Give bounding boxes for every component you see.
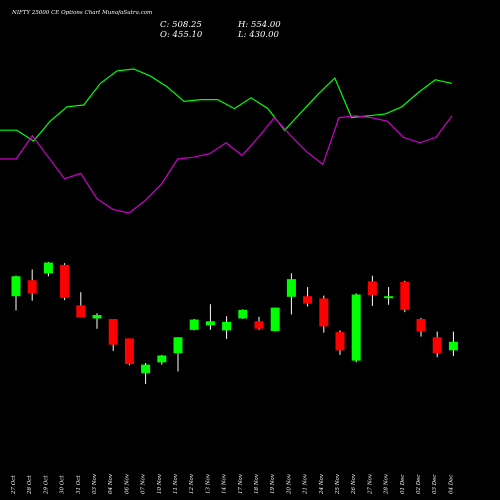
candle-body [173, 337, 183, 354]
chart-title: NIFTY 25000 CE Options Chart MunafaSutra… [11, 10, 152, 16]
x-tick-label: 03 Nov [92, 473, 98, 494]
candle [189, 319, 199, 331]
x-tick-label: 21 Nov [303, 473, 309, 495]
x-tick-label: 06 Nov [124, 473, 130, 494]
candle [400, 280, 410, 313]
x-tick-label: 18 Nov [254, 473, 260, 494]
candle [141, 362, 151, 384]
candle [92, 313, 102, 329]
candle-body [60, 264, 70, 298]
x-axis-labels: 27 Oct 28 Oct 29 Oct 30 Oct 31 Oct 03 Nov 04 N… [11, 473, 454, 495]
x-tick-label: 04 Dec [448, 475, 454, 495]
x-tick-label: 28 Nov [384, 473, 390, 495]
candle-body [303, 296, 313, 304]
candle-body [43, 262, 53, 274]
candle-body [384, 296, 394, 299]
candle-body [448, 341, 458, 351]
candle-body [124, 338, 134, 365]
candle [11, 275, 21, 311]
candle-body [432, 337, 442, 354]
candle-body [141, 364, 151, 374]
x-tick-label: 13 Nov [205, 473, 211, 494]
candle [254, 316, 264, 330]
x-tick-label: 28 Oct [27, 475, 33, 495]
candle [286, 273, 296, 315]
x-tick-label: 24 Nov [319, 473, 325, 495]
candle [303, 287, 313, 307]
x-tick-label: 01 Dec [400, 475, 406, 495]
candle-body [157, 355, 167, 363]
x-tick-label: 30 Oct [60, 475, 66, 494]
green-indicator-line [0, 68, 453, 142]
candle-body [92, 315, 102, 319]
candle-body [11, 276, 21, 297]
x-tick-label: 14 Nov [222, 473, 228, 494]
candle-body [76, 305, 86, 318]
candle [416, 317, 426, 337]
x-tick-label: 02 Dec [416, 475, 422, 495]
candle-body [286, 279, 296, 297]
x-tick-label: 04 Nov [108, 473, 114, 494]
x-tick-label: 19 Nov [270, 473, 276, 494]
x-tick-label: 11 Nov [173, 473, 179, 494]
candle [60, 263, 70, 301]
candle [124, 338, 134, 366]
candle-body [254, 321, 264, 329]
candle [173, 337, 183, 372]
candle-body [222, 321, 232, 331]
candle-body [27, 280, 37, 294]
candle [205, 304, 215, 330]
candle-body [238, 309, 248, 319]
magenta-indicator-line [0, 115, 453, 214]
candle [270, 307, 280, 332]
candle [43, 262, 53, 277]
x-tick-label: 20 Nov [286, 473, 292, 495]
x-tick-label: 12 Nov [189, 473, 195, 494]
x-tick-label: 17 Nov [238, 473, 244, 494]
candle-body [205, 321, 215, 326]
high-label: H: 554.00 [237, 20, 281, 30]
close-label: C: 508.25 [160, 20, 202, 30]
x-tick-label: 25 Nov [335, 473, 341, 495]
candle [319, 295, 329, 333]
candle-body [189, 319, 199, 330]
x-tick-label: 29 Oct [43, 475, 49, 495]
candle [27, 269, 37, 301]
candle [432, 331, 442, 358]
candle [384, 287, 394, 305]
candle [76, 292, 86, 318]
candle-body [367, 281, 377, 296]
candle [367, 275, 377, 306]
candle-body [270, 307, 280, 331]
candle [222, 316, 232, 339]
x-tick-label: 10 Nov [157, 473, 163, 494]
candle [157, 354, 167, 365]
candle [335, 330, 345, 355]
candle [238, 309, 248, 320]
candle-body [319, 298, 329, 327]
x-tick-label: 31 Oct [76, 475, 82, 494]
open-label: O: 455.10 [160, 30, 203, 40]
candle [108, 319, 118, 351]
candle-body [351, 294, 361, 361]
x-tick-label: 03 Dec [432, 475, 438, 495]
x-tick-label: 27 Nov [367, 473, 373, 495]
candle-body [400, 281, 410, 310]
x-tick-label: 07 Nov [141, 473, 147, 494]
x-tick-label: 27 Oct [11, 475, 17, 495]
candle-body [108, 319, 118, 345]
candle-body [335, 332, 345, 351]
indicator-lines [0, 68, 453, 214]
low-label: L: 430.00 [237, 30, 280, 40]
x-tick-label: 26 Nov [351, 473, 357, 495]
candle-body [416, 319, 426, 332]
candle [351, 293, 361, 363]
candles-group [11, 262, 458, 384]
candle [448, 331, 458, 357]
